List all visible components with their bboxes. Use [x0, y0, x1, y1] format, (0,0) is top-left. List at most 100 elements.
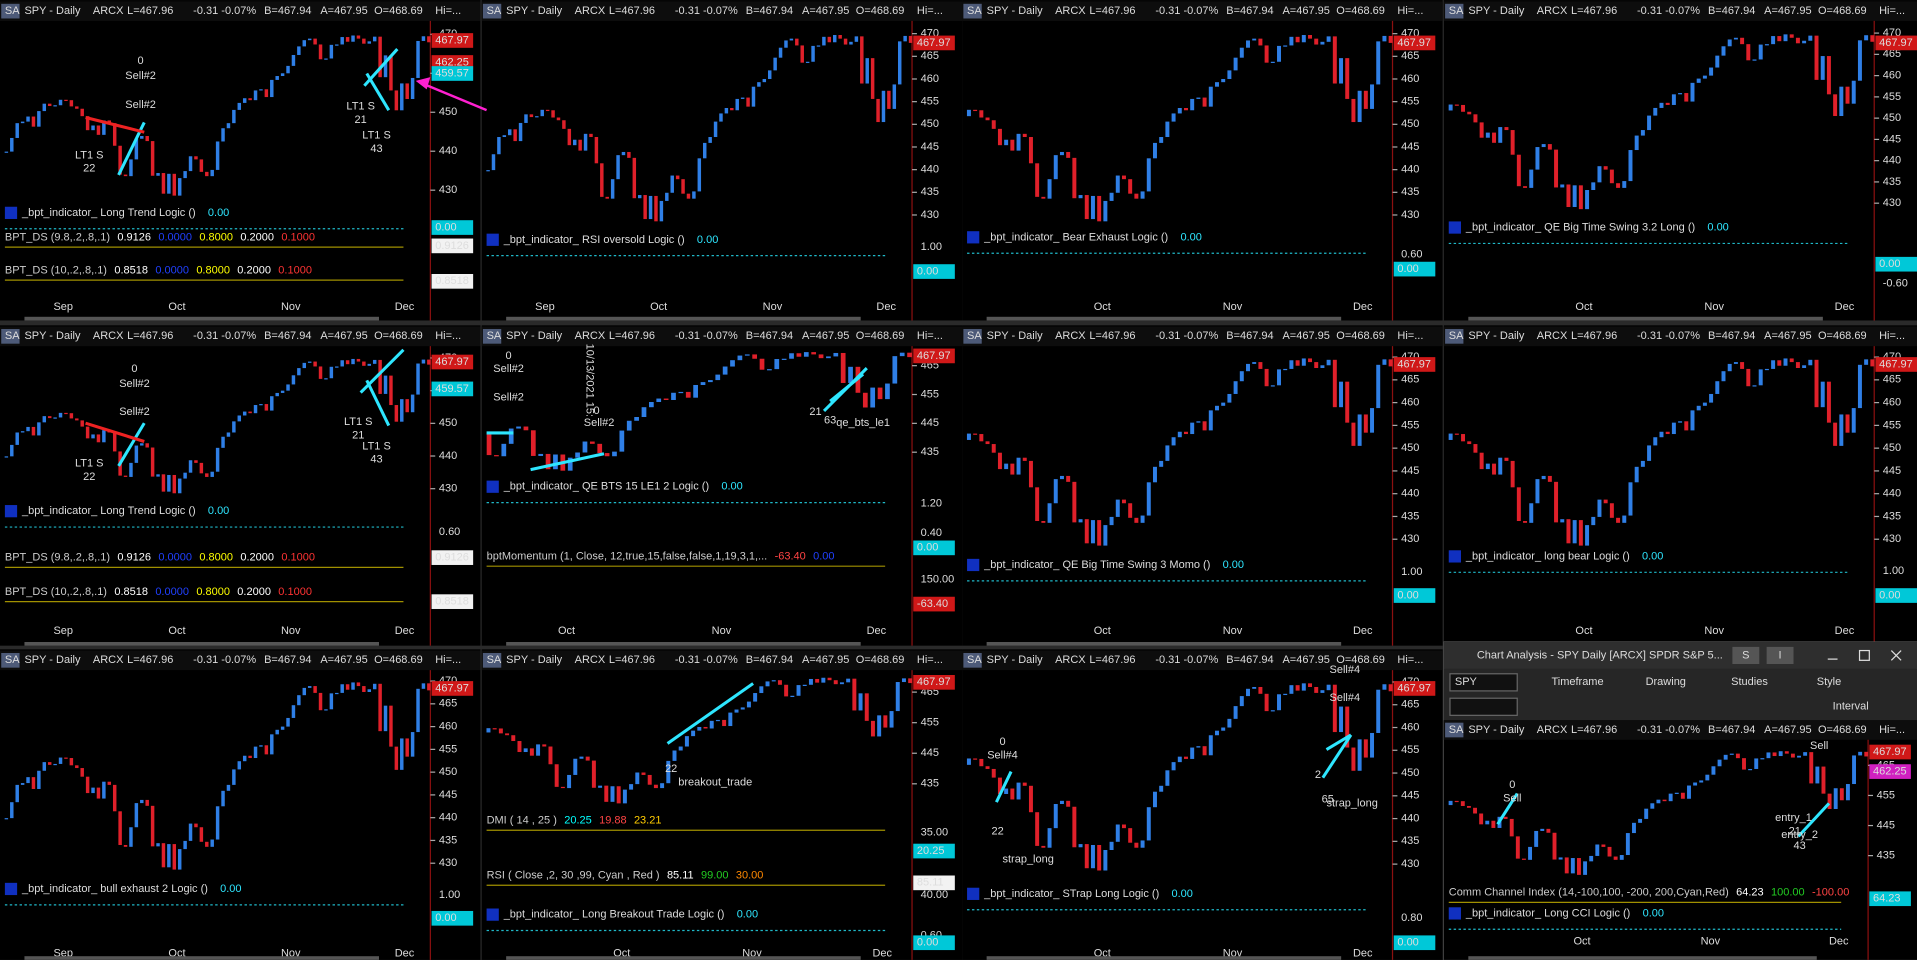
- y-tick-label: 450: [921, 118, 939, 130]
- axis-label-box: [913, 843, 955, 859]
- candle: [1022, 133, 1027, 138]
- window-button-label: I: [1779, 649, 1782, 661]
- candle: [286, 65, 290, 74]
- candle: [1547, 144, 1552, 150]
- candle: [1084, 519, 1089, 544]
- study-value: 0.2000: [237, 264, 271, 276]
- candle: [1678, 421, 1683, 423]
- axis-label-box: [1393, 261, 1436, 277]
- candle: [1252, 686, 1257, 689]
- axis-label: 459.57: [435, 383, 469, 395]
- axis-label: 467.97: [917, 350, 951, 362]
- panel-background: [1443, 0, 1917, 321]
- symbol-combo[interactable]: [1449, 673, 1518, 692]
- candle: [1702, 75, 1707, 79]
- axis-label-box: [913, 596, 955, 612]
- y-tick-label: 460: [1401, 73, 1419, 85]
- study-value: 0.1000: [281, 552, 315, 564]
- header-chg: -0.31: [675, 5, 700, 17]
- axis-label-box: [1869, 764, 1911, 779]
- candle: [529, 114, 534, 118]
- annotation: qe_bts_le1: [836, 417, 890, 429]
- study-value: 23.21: [634, 814, 662, 826]
- candle: [1326, 684, 1331, 691]
- month-label: Oct: [558, 625, 575, 637]
- candle: [1820, 56, 1825, 80]
- candle: [1589, 855, 1594, 862]
- candle: [91, 125, 95, 131]
- panel-background: [962, 0, 1443, 321]
- annotation: 0: [999, 736, 1005, 748]
- candle: [1671, 422, 1676, 435]
- candle: [816, 45, 821, 47]
- window-button[interactable]: [1766, 646, 1794, 664]
- candle: [80, 108, 84, 117]
- axis-label-box: [913, 35, 955, 51]
- study-value: BPT_DS (10,.2,.8,.1): [5, 264, 107, 276]
- month-label: Oct: [1575, 301, 1592, 313]
- toolbar-button[interactable]: Studies: [1731, 676, 1768, 688]
- candle: [4, 818, 9, 820]
- candle: [746, 701, 751, 708]
- candle: [1748, 768, 1753, 771]
- toolbar-button[interactable]: Style: [1817, 676, 1841, 688]
- header-hi: Hi=...: [1397, 654, 1423, 666]
- candle: [1059, 475, 1064, 480]
- toolbar-button[interactable]: Interval: [1833, 701, 1869, 713]
- candle: [744, 354, 750, 356]
- header-sa: SA: [487, 330, 502, 342]
- window-button[interactable]: [1732, 646, 1760, 664]
- candle: [42, 762, 47, 771]
- y-tick-label: 430: [1883, 197, 1901, 209]
- candle: [1109, 841, 1114, 851]
- candle: [700, 382, 706, 385]
- candle: [1190, 98, 1195, 111]
- candle: [629, 784, 634, 790]
- study-icon: [967, 887, 980, 900]
- candle: [242, 755, 247, 762]
- candle: [1059, 151, 1064, 156]
- candle: [826, 356, 831, 359]
- axis-label: 0.00: [1879, 258, 1900, 270]
- candle: [1659, 102, 1664, 108]
- candle: [508, 428, 514, 444]
- candle: [1301, 35, 1306, 43]
- header-pct: -0.07%: [703, 654, 738, 666]
- axis-label: 0.00: [435, 912, 456, 924]
- sa-badge: [1, 652, 20, 668]
- y-tick-label: 430: [439, 857, 457, 869]
- candle: [1258, 686, 1263, 694]
- axis-label: 0.8518: [435, 275, 469, 287]
- y-tick-label: 440: [439, 145, 457, 157]
- candle: [4, 151, 9, 153]
- pointer-arrow: [421, 82, 488, 112]
- candle: [839, 682, 844, 685]
- study-icon: [4, 505, 18, 518]
- header-pct: -0.07%: [1665, 330, 1700, 342]
- combo-2[interactable]: [1449, 697, 1518, 716]
- header-bar: [962, 650, 1443, 671]
- candle: [1448, 433, 1453, 440]
- y-tick-label: 450: [1883, 442, 1901, 454]
- candle: [1595, 844, 1600, 856]
- candle: [421, 36, 426, 41]
- candle: [118, 145, 122, 175]
- annotation: 22: [991, 825, 1003, 837]
- candle: [1547, 475, 1552, 482]
- y-tick-label: 450: [1401, 442, 1419, 454]
- candle: [1684, 421, 1689, 431]
- candle: [340, 37, 344, 45]
- candle: [1283, 693, 1288, 696]
- candle: [877, 387, 883, 400]
- axis-label: -63.40: [917, 598, 948, 610]
- toolbar-button[interactable]: Timeframe: [1551, 676, 1603, 688]
- axis-label: 462.25: [435, 56, 469, 68]
- toolbar-button[interactable]: Drawing: [1646, 676, 1686, 688]
- candle: [1619, 855, 1624, 860]
- candle: [1535, 147, 1540, 170]
- candle: [848, 366, 853, 383]
- study-label: bptMomentum (1, Close, 12,true,15,false,…: [487, 550, 835, 562]
- header-hi: Hi=...: [435, 654, 461, 666]
- header-exchange: ARCX: [1055, 330, 1086, 342]
